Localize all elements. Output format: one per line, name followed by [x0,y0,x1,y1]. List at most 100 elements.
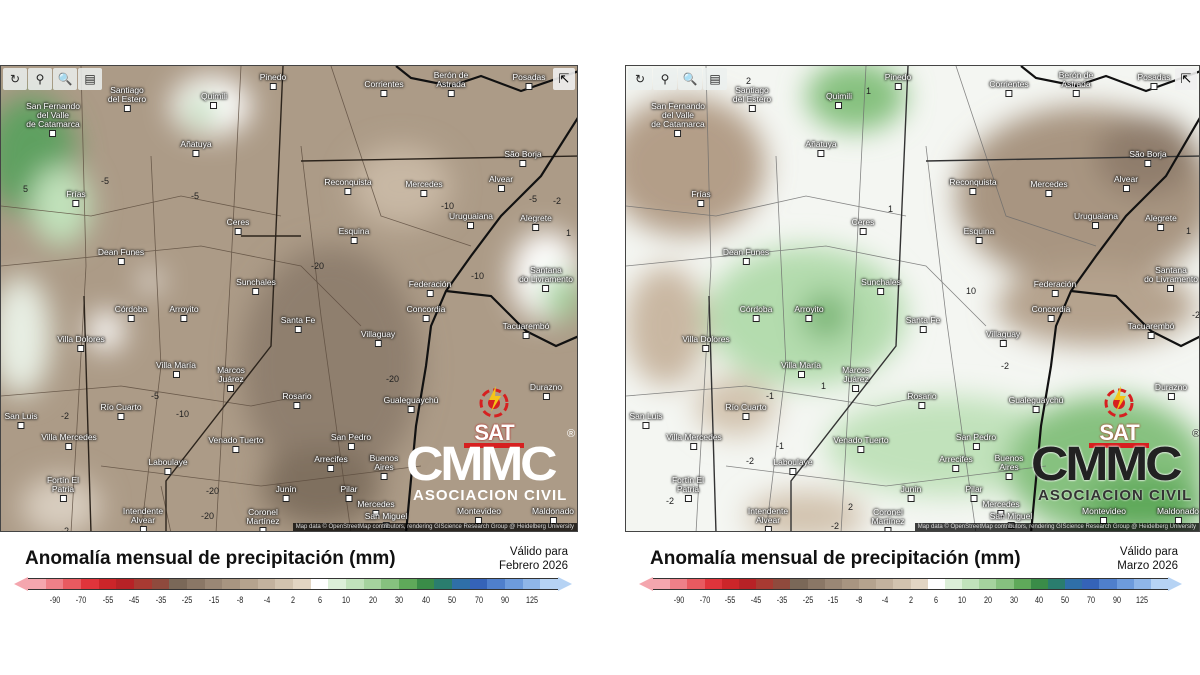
colorbar-segment [1116,579,1134,589]
contour-label: -1 [766,391,775,401]
contour-label: -2 [61,411,70,421]
city-label: Tacuarembó [1128,322,1175,339]
city-label: Maldonado [1157,507,1199,524]
map-attribution[interactable]: Map data © OpenStreetMap contributors, r… [292,523,577,531]
map-panel-march[interactable]: Pinedo Santiago del Estero Quimili San Fern… [625,65,1200,532]
city-label: Rosario [282,392,311,409]
city-label: Santiago del Estero [108,86,146,112]
colorbar-segment [927,579,945,589]
colorbar-segment [328,579,347,589]
precipitation-anomaly-field [1,66,577,531]
city-label: Arroyito [169,305,198,322]
colorbar-segment [187,579,205,589]
colorbar-segment [416,579,435,589]
precipitation-anomaly-field [626,66,1199,531]
colorbar-segment [790,579,808,589]
city-label: Corrientes [364,80,403,97]
city-label: Arroyito [794,305,823,322]
colorbar-segment [204,579,223,589]
colorbar-tick-label: 125 [1136,595,1149,605]
colorbar-segment [381,579,400,589]
city-label: Quimili [826,92,852,109]
colorbar-segment [996,579,1014,589]
colorbar-tick-label: 90 [500,595,510,605]
colorbar-tick-label: -55 [102,595,113,605]
refresh-icon[interactable]: ↻ [3,68,27,90]
city-label: Buenos Aires [995,454,1024,480]
contour-label: 1 [866,86,872,96]
map-attribution[interactable]: Map data © OpenStreetMap contributors, r… [914,523,1199,531]
legend-february: Anomalía mensual de precipitación (mm) V… [0,540,590,610]
contour-label: 2 [848,502,854,512]
map-toolbar: ↻ ⚲ 🔍 ▤ [628,68,727,90]
contour-label: -2 [61,526,70,532]
map-pin-icon[interactable]: ⚲ [28,68,52,90]
colorbar-min-arrow [14,577,28,591]
city-label: Santiago del Estero [733,86,771,112]
colorbar-segment [1030,579,1048,589]
colorbar-segment [687,579,705,589]
city-label: Villa María [781,361,821,378]
city-label: Santana do Livramento [1144,266,1198,292]
colorbar-tick-label: 2 [908,595,913,605]
contour-label: 10 [966,286,977,296]
city-labels-icon[interactable]: ▤ [703,68,727,90]
city-label: Dean Funes [723,248,769,265]
city-label: Intendente Alvear [748,507,788,531]
city-label: Alvear [1114,175,1138,192]
city-label: Montevideo [1082,507,1126,524]
city-label: Añatuya [805,140,836,157]
city-label: Alegrete [520,214,552,231]
colorbar-min-arrow [639,577,653,591]
contour-label: -2 [1192,310,1200,320]
city-label: Sunchales [236,278,276,295]
zoom-icon[interactable]: 🔍 [53,68,77,90]
city-label: Villaguay [986,330,1020,347]
contour-label: -1 [776,441,785,451]
colorbar-segment [721,579,739,589]
colorbar-segment [1047,579,1066,589]
colorbar-segment [704,579,722,589]
city-label: Buenos Aires [370,454,399,480]
colorbar-segment [399,579,417,589]
map-panel-february[interactable]: Pinedo Santiago del Estero Quimili San Fern… [0,65,578,532]
colorbar-segment [240,579,258,589]
contour-label: -2 [1001,361,1010,371]
colorbar-tick-label: 40 [421,595,430,605]
colorbar-tick-label: 70 [1086,595,1095,605]
share-icon[interactable]: ⇱ [553,68,575,90]
colorbar-segment [1150,579,1169,589]
registered-mark: ® [1192,428,1200,440]
colorbar-segment [910,579,928,589]
share-icon[interactable]: ⇱ [1175,68,1197,90]
city-label: San Fernando del Valle de Catamarca [651,102,705,137]
map-pin-icon[interactable]: ⚲ [653,68,677,90]
colorbar-segment [807,579,825,589]
contour-label: -10 [471,271,485,281]
colorbar-tick-label: -8 [236,595,244,605]
city-label: Mercedes [982,500,1019,517]
city-label: Concordia [1032,305,1071,322]
valid-period: Válido para Febrero 2026 [498,546,568,572]
city-label: Laboulaye [148,458,187,475]
sat-logo: SAT [1089,386,1149,448]
city-label: Villa Mercedes [41,433,97,450]
cmmc-logo: CMMC [1031,438,1183,491]
colorbar-segment [1133,579,1151,589]
city-label: Dean Funes [98,248,144,265]
colorbar-tick-label: -25 [181,595,193,605]
city-label: San Luis [4,412,37,429]
colorbar-tick-label: 10 [341,595,351,605]
colorbar-segment [81,579,99,589]
zoom-icon[interactable]: 🔍 [678,68,702,90]
legend-march: Anomalía mensual de precipitación (mm) V… [625,540,1200,610]
city-labels-icon[interactable]: ▤ [78,68,102,90]
contour-label: -20 [311,261,325,271]
refresh-icon[interactable]: ↻ [628,68,652,90]
city-label: Tacuarembó [503,322,550,339]
colorbar-tick-label: 30 [1009,595,1018,605]
city-label: Reconquista [324,178,371,195]
city-label: Frías [691,190,710,207]
city-label: Montevideo [457,507,501,524]
city-label: Berón de Astrada [434,71,469,97]
